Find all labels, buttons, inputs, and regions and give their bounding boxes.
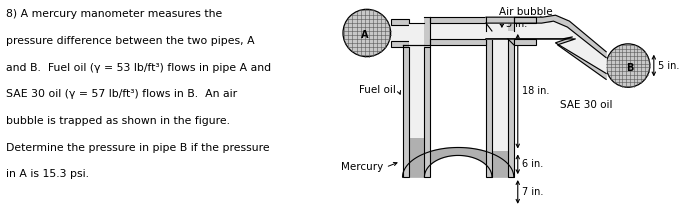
Text: bubble is trapped as shown in the figure.: bubble is trapped as shown in the figure… bbox=[6, 116, 230, 126]
Text: 7 in.: 7 in. bbox=[522, 187, 543, 197]
Bar bbox=[390, 19, 409, 25]
Bar bbox=[430, 17, 486, 23]
Circle shape bbox=[343, 9, 390, 57]
Bar bbox=[492, 152, 508, 177]
Text: 6 in.: 6 in. bbox=[522, 159, 543, 169]
Bar bbox=[430, 39, 486, 45]
Circle shape bbox=[606, 44, 650, 87]
Bar bbox=[425, 47, 430, 177]
Text: 3 in.: 3 in. bbox=[506, 19, 527, 29]
Bar bbox=[403, 47, 409, 177]
Text: and B.  Fuel oil (γ = 53 lb/ft³) flows in pipe A and: and B. Fuel oil (γ = 53 lb/ft³) flows in… bbox=[6, 63, 272, 73]
Bar bbox=[514, 39, 536, 45]
Text: Fuel oil: Fuel oil bbox=[359, 85, 396, 95]
Bar bbox=[409, 47, 425, 138]
Text: SAE 30 oil: SAE 30 oil bbox=[560, 100, 613, 110]
Text: Mercury: Mercury bbox=[342, 162, 383, 172]
Bar bbox=[508, 31, 514, 177]
Bar bbox=[514, 23, 536, 39]
Text: in A is 15.3 psi.: in A is 15.3 psi. bbox=[6, 169, 89, 179]
Text: Air bubble: Air bubble bbox=[499, 7, 552, 17]
Bar bbox=[425, 17, 430, 47]
Bar bbox=[390, 25, 409, 41]
Bar bbox=[492, 31, 508, 152]
Bar bbox=[409, 23, 425, 47]
Bar bbox=[409, 138, 425, 177]
Bar bbox=[508, 17, 514, 31]
Bar bbox=[486, 31, 492, 177]
Bar bbox=[430, 23, 486, 39]
Bar bbox=[492, 23, 508, 31]
Text: A: A bbox=[361, 30, 368, 40]
Text: 18 in.: 18 in. bbox=[522, 86, 549, 96]
Text: 8) A mercury manometer measures the: 8) A mercury manometer measures the bbox=[6, 9, 222, 19]
Text: B: B bbox=[626, 63, 634, 72]
Text: pressure difference between the two pipes, A: pressure difference between the two pipe… bbox=[6, 36, 255, 46]
Text: Determine the pressure in pipe B if the pressure: Determine the pressure in pipe B if the … bbox=[6, 143, 270, 153]
Polygon shape bbox=[486, 37, 606, 79]
Bar bbox=[486, 17, 492, 31]
Bar bbox=[514, 17, 536, 23]
Polygon shape bbox=[486, 15, 606, 58]
Polygon shape bbox=[403, 148, 514, 177]
Text: SAE 30 oil (γ = 57 lb/ft³) flows in B.  An air: SAE 30 oil (γ = 57 lb/ft³) flows in B. A… bbox=[6, 89, 237, 99]
Polygon shape bbox=[486, 21, 606, 73]
Bar bbox=[390, 41, 409, 47]
Text: 5 in.: 5 in. bbox=[658, 61, 679, 71]
